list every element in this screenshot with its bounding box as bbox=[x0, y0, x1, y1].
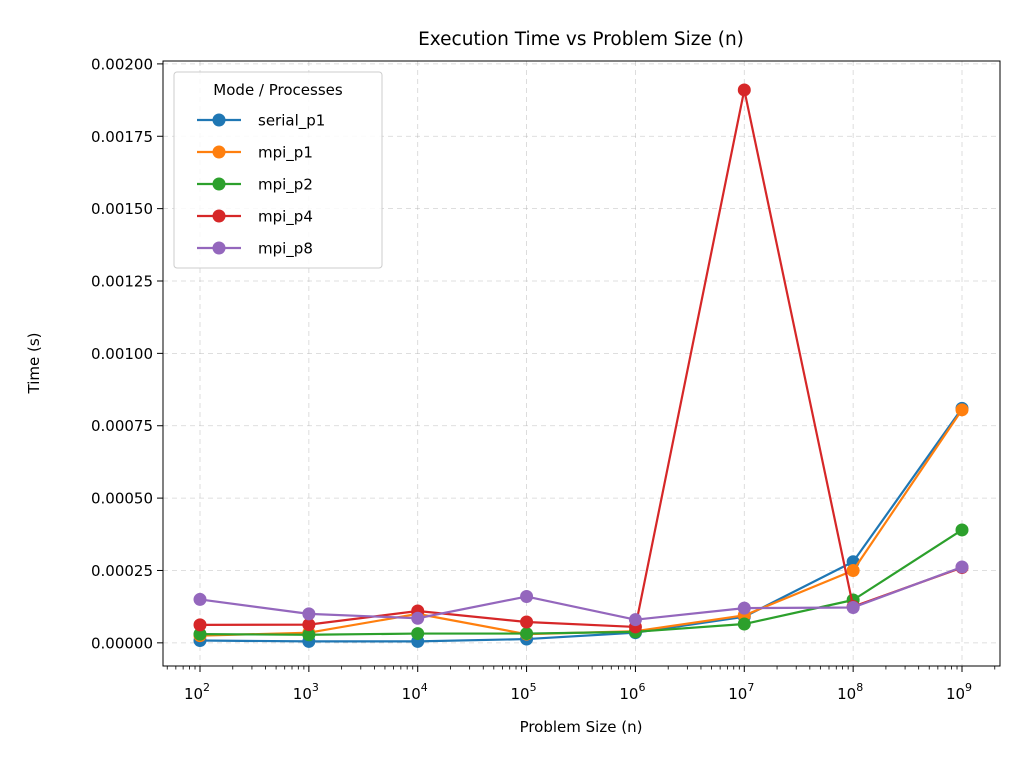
y-tick-label: 0.00125 bbox=[91, 273, 153, 291]
x-tick-base: 10 bbox=[184, 685, 203, 703]
y-tick-label: 0.00075 bbox=[91, 417, 153, 435]
legend-swatch-marker bbox=[212, 145, 226, 159]
x-tick-base: 10 bbox=[837, 685, 856, 703]
data-point bbox=[955, 403, 969, 417]
legend-item-serial-p1: serial_p1 bbox=[197, 112, 325, 131]
x-tick-exponent: 9 bbox=[965, 681, 972, 694]
series-mpi-p2 bbox=[193, 523, 969, 642]
data-point bbox=[628, 613, 642, 627]
x-tick-exponent: 5 bbox=[530, 681, 537, 694]
x-tick-label: 103 bbox=[293, 681, 319, 703]
legend-swatch-marker bbox=[212, 113, 226, 127]
legend: Mode / Processes serial_p1 mpi_p1 mpi_p2mp… bbox=[173, 71, 383, 269]
x-tick-base: 10 bbox=[402, 685, 421, 703]
x-tick-label: 107 bbox=[728, 681, 754, 703]
series-layer bbox=[193, 83, 969, 648]
legend-title: Mode / Processes bbox=[213, 81, 343, 99]
x-tick-label: 104 bbox=[402, 681, 428, 703]
x-tick-exponent: 4 bbox=[421, 681, 428, 694]
legend-item-mpi-p2: mpi_p2 bbox=[197, 176, 313, 195]
legend-label: mpi_p1 bbox=[258, 144, 313, 163]
series-line bbox=[199, 88, 963, 629]
data-point bbox=[846, 601, 860, 615]
x-tick-label: 106 bbox=[619, 681, 645, 703]
legend-swatch-marker bbox=[212, 177, 226, 191]
legend-label: mpi_p2 bbox=[258, 176, 313, 195]
plot-frame bbox=[162, 60, 1001, 667]
legend-label: mpi_p4 bbox=[258, 208, 313, 227]
data-point bbox=[846, 563, 860, 577]
x-tick-label: 105 bbox=[511, 681, 537, 703]
x-tick-exponent: 8 bbox=[856, 681, 863, 694]
data-point bbox=[955, 523, 969, 537]
legend-item-mpi-p4: mpi_p4 bbox=[197, 208, 313, 227]
data-point bbox=[302, 628, 316, 642]
y-axis-label: Time (s) bbox=[25, 333, 43, 395]
data-point bbox=[411, 611, 425, 625]
chart-title: Execution Time vs Problem Size (n) bbox=[418, 29, 744, 50]
x-tick-exponent: 2 bbox=[203, 681, 210, 694]
data-point bbox=[955, 560, 969, 574]
data-point bbox=[737, 617, 751, 631]
data-point bbox=[302, 618, 316, 632]
data-point bbox=[302, 607, 316, 621]
series-line bbox=[199, 565, 963, 621]
x-tick-base: 10 bbox=[619, 685, 638, 703]
legend-item-mpi-p1: mpi_p1 bbox=[197, 144, 313, 163]
x-tick-label: 108 bbox=[837, 681, 863, 703]
y-tick-label: 0.00025 bbox=[91, 562, 153, 580]
x-tick-base: 10 bbox=[293, 685, 312, 703]
x-tick-base: 10 bbox=[511, 685, 530, 703]
y-tick-label: 0.00050 bbox=[91, 490, 153, 508]
legend-swatch-marker bbox=[212, 241, 226, 255]
legend-label: mpi_p8 bbox=[258, 240, 313, 259]
data-point bbox=[193, 618, 207, 632]
data-point bbox=[411, 627, 425, 641]
y-tick-label: 0.00175 bbox=[91, 128, 153, 146]
data-point bbox=[520, 627, 534, 641]
data-point bbox=[520, 590, 534, 604]
x-tick-base: 10 bbox=[728, 685, 747, 703]
legend-label: serial_p1 bbox=[258, 112, 325, 131]
data-point bbox=[737, 601, 751, 615]
data-point bbox=[520, 615, 534, 629]
y-tick-label: 0.00200 bbox=[91, 55, 153, 73]
x-axis-label: Problem Size (n) bbox=[520, 718, 643, 736]
x-axis: 102 103 104 105 106 107 108 109 bbox=[166, 666, 996, 703]
y-tick-label: 0.00000 bbox=[91, 634, 153, 652]
x-tick-exponent: 6 bbox=[638, 681, 645, 694]
data-point bbox=[737, 83, 751, 97]
series-line bbox=[199, 407, 963, 643]
y-tick-label: 0.00150 bbox=[91, 200, 153, 218]
x-tick-label: 102 bbox=[184, 681, 210, 703]
data-point bbox=[193, 592, 207, 606]
series-mpi-p8 bbox=[193, 560, 969, 627]
series-line bbox=[199, 529, 963, 636]
x-tick-exponent: 3 bbox=[312, 681, 319, 694]
legend-item-mpi-p8: mpi_p8 bbox=[197, 240, 313, 259]
legend-swatch-marker bbox=[212, 209, 226, 223]
data-point bbox=[193, 627, 207, 641]
x-tick-label: 109 bbox=[946, 681, 972, 703]
y-tick-label: 0.00100 bbox=[91, 345, 153, 363]
x-tick-exponent: 7 bbox=[747, 681, 754, 694]
x-tick-base: 10 bbox=[946, 685, 965, 703]
y-axis: 0.00000 0.00025 0.00050 0.00075 0.00100 0.001… bbox=[91, 55, 163, 652]
legend-items: serial_p1 mpi_p1 mpi_p2 mpi_p4 mpi_p8 bbox=[197, 112, 325, 259]
